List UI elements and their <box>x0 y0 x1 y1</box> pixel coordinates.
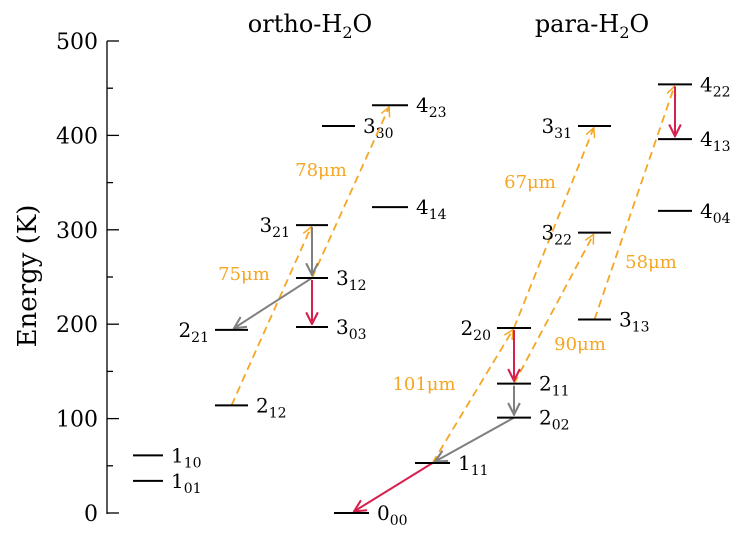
level-label-p413: 413 <box>700 127 731 155</box>
gray-arrow-o312-o221 <box>234 277 313 328</box>
y-tick-label: 0 <box>84 502 98 527</box>
wavelength-label: 90μm <box>554 334 606 355</box>
wavelength-label: 78μm <box>295 160 347 181</box>
level-label-p422: 422 <box>700 72 731 100</box>
y-axis-ticks: 0 100 200 300 400 500 <box>56 30 119 527</box>
level-label-o312: 312 <box>336 266 367 294</box>
level-label-p313: 313 <box>619 307 650 335</box>
red-arrow-p111-p000 <box>354 462 434 511</box>
level-label-o303: 303 <box>336 315 367 343</box>
level-label-p211: 211 <box>539 372 570 400</box>
wavelength-label: 67μm <box>504 172 556 193</box>
level-label-o221: 221 <box>178 318 209 346</box>
wavelength-label: 75μm <box>218 264 270 285</box>
level-label-p331: 331 <box>541 114 572 142</box>
wavelength-label: 58μm <box>625 252 677 273</box>
level-label-p322: 322 <box>541 221 572 249</box>
pump-arrow-p313-p422 <box>593 86 675 320</box>
gray-arrow-p202-p111 <box>435 416 515 462</box>
y-axis: 0 100 200 300 400 500 Energy (K) <box>13 30 119 527</box>
pump-arrow-p211-p322 <box>513 234 595 385</box>
para-title: para-H2O <box>535 10 649 42</box>
pump-arrow-p111-p220 <box>431 330 513 464</box>
level-label-o101: 101 <box>171 469 202 497</box>
pump-arrow-o212-o321 <box>230 227 312 406</box>
level-label-p202: 202 <box>539 406 570 434</box>
level-label-o321: 321 <box>259 213 290 241</box>
level-label-o110: 110 <box>171 443 202 471</box>
level-label-o212: 212 <box>256 393 287 421</box>
pump-arrow-o312-o423 <box>311 107 389 279</box>
y-tick-label: 100 <box>56 408 98 433</box>
level-label-p000: 000 <box>377 501 408 529</box>
y-axis-label: Energy (K) <box>13 205 43 348</box>
pump-arrow-p220-p331 <box>513 128 594 329</box>
level-label-o423: 423 <box>416 93 447 121</box>
wavelength-label: 101μm <box>392 374 455 395</box>
level-label-p220: 220 <box>460 316 491 344</box>
ortho-title: ortho-H2O <box>248 10 372 42</box>
level-label-o414: 414 <box>416 195 447 223</box>
transitions: 75μm 78μm 101μm 67μm 90μm 58μm <box>218 86 677 511</box>
y-tick-label: 400 <box>56 124 98 149</box>
y-tick-label: 200 <box>56 313 98 338</box>
y-tick-label: 500 <box>56 30 98 55</box>
level-label-p404: 404 <box>700 199 731 227</box>
level-label-p111: 111 <box>458 451 489 479</box>
y-tick-label: 300 <box>56 219 98 244</box>
level-label-o330: 330 <box>363 114 394 142</box>
